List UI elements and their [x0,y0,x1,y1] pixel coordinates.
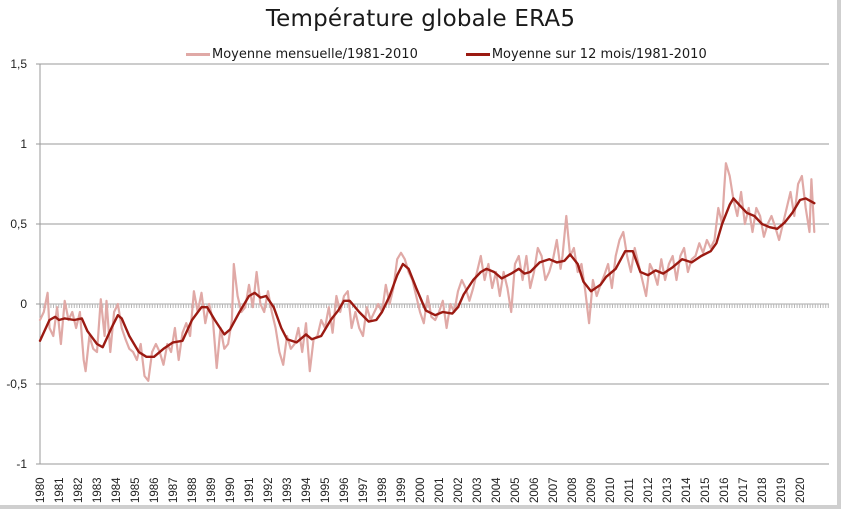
legend-item-12-month: Moyenne sur 12 mois/1981-2010 [465,47,707,62]
y-tick-label: -1 [16,457,27,471]
x-tick-label: 2006 [529,477,541,503]
x-tick-label: 2014 [681,477,693,503]
legend-label-12-month: Moyenne sur 12 mois/1981-2010 [491,47,707,62]
y-tick-label: 1,5 [10,57,27,71]
x-tick-label: 1985 [130,477,142,503]
x-tick-label: 1984 [111,477,123,503]
x-tick-label: 2008 [567,477,579,503]
x-tick-label: 2011 [624,478,636,503]
x-tick-label: 1991 [244,477,256,503]
x-tick-label: 1997 [358,477,370,503]
x-tick-label: 1987 [168,477,180,503]
x-tick-label: 2010 [605,477,617,503]
y-tick-label: 0 [20,297,27,311]
legend-swatch-12-month [465,53,490,56]
x-tick-label: 1981 [54,477,66,503]
x-tick-label: 1989 [206,477,218,503]
x-tick-label: 2005 [510,477,522,503]
x-tick-label: 2020 [795,477,807,503]
x-tick-label: 2015 [700,477,712,503]
x-tick-label: 1990 [225,477,237,503]
x-tick-label: 2019 [776,477,788,503]
x-tick-label: 1994 [301,477,313,503]
series-line-12-month [38,197,816,358]
x-tick-label: 1982 [73,477,85,503]
x-tick-label: 1996 [339,477,351,503]
x-tick-label: 2000 [415,477,427,503]
x-tick-label: 2004 [491,477,503,503]
y-tick-label: 0,5 [10,217,27,231]
x-tick-label: 1988 [187,477,199,503]
x-tick-label: 2012 [643,477,655,503]
series-line-monthly [38,162,816,382]
legend: Moyenne mensuelle/1981-2010 Moyenne sur … [186,47,755,62]
y-tick-label: 1 [20,137,27,151]
x-tick-label: 2003 [472,477,484,503]
x-tick-label: 2018 [757,477,769,503]
x-tick-label: 1986 [149,477,161,503]
x-tick-label: 1980 [35,477,47,503]
chart-title: Température globale ERA5 [265,6,576,32]
x-tick-label: 1995 [320,477,332,503]
x-tick-label: 1993 [282,477,294,503]
x-tick-label: 2007 [548,477,560,503]
x-tick-label: 1983 [92,477,104,503]
legend-label-monthly: Moyenne mensuelle/1981-2010 [212,47,418,62]
y-tick-label: -0,5 [6,377,27,391]
x-tick-label: 1992 [263,477,275,503]
x-tick-label: 2002 [453,477,465,503]
x-tick-label: 1998 [377,477,389,503]
x-tick-label: 2001 [434,477,446,503]
x-tick-label: 2016 [719,477,731,503]
legend-swatch-monthly [186,53,210,56]
x-tick-label: 1999 [396,477,408,503]
x-tick-label: 2013 [662,477,674,503]
x-tick-label: 2017 [738,477,750,503]
x-tick-label: 2009 [586,477,598,503]
legend-item-monthly: Moyenne mensuelle/1981-2010 [186,47,418,62]
